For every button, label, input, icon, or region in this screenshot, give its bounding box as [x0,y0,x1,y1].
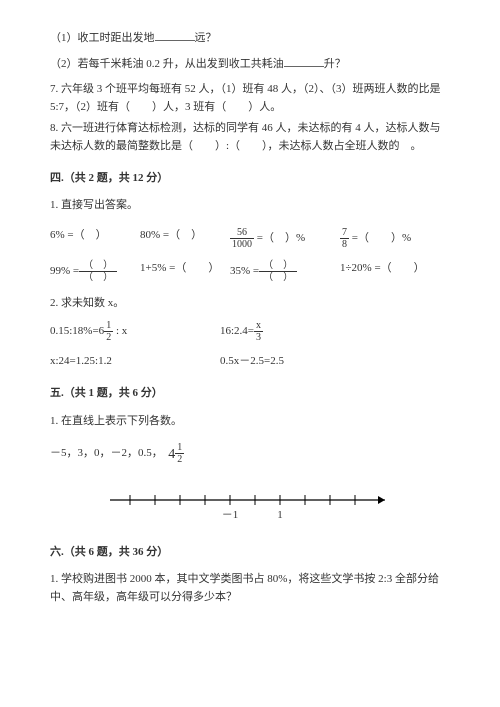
frac-num: x [254,320,263,332]
q7-text: 7. 六年级 3 个班平均每班有 52 人，（1）班有 48 人，（2）、（3）… [50,81,450,116]
tick-label-neg1: －1 [222,509,239,521]
s4-r1-a: 6% =（ ） [50,227,140,250]
frac-num: 7 [340,227,349,239]
fraction: 7 8 [340,227,349,250]
number-line-wrap: －1 1 [50,485,450,530]
frac-num: 1 [104,320,113,332]
s4-r1-d-post: =（ ）% [349,232,411,244]
s4-q2: 2. 求未知数 x。 [50,295,450,313]
s5-numbers: －5，3，0，－2，0.5， 4 1 2 [50,442,450,466]
section-4-header: 四.（共 2 题，共 12 分） [50,170,450,188]
s4-eq-a2: 16:2.4= x 3 [220,320,263,343]
frac-den: 3 [254,332,263,343]
eq-a1-pre: 0.15:18%=6 [50,325,104,337]
fraction: 1 2 [175,442,184,465]
s4-r2-c-pre: 35% = [230,265,259,277]
frac-den: （ ） [79,272,117,283]
eq-a2-pre: 16:2.4= [220,325,254,337]
blank [284,56,324,67]
fraction: 1 2 [104,320,113,343]
q6-part2: （2）若每千米耗油 0.2 升，从出发到收工共耗油 升？ [50,56,450,74]
q6-2-suffix: 升？ [324,58,346,70]
bracket-fraction: （ ） （ ） [259,260,297,283]
q8-text: 8. 六一班进行体育达标检测，达标的同学有 46 人，未达标的有 4 人，达标人… [50,120,450,155]
s4-eq-b1: x:24=1.25:1.2 [50,353,220,371]
q6-1-text: （1）收工时距出发地 [50,32,155,44]
s4-row2: 99% = （ ） （ ） 1+5% =（ ） 35% = （ ） （ ） 1÷… [50,260,450,283]
frac-num: （ ） [79,260,117,272]
s4-eq-row2: x:24=1.25:1.2 0.5x－2.5=2.5 [50,353,450,371]
s4-q1: 1. 直接写出答案。 [50,197,450,215]
fraction: 56 1000 [230,227,254,250]
s4-r1-b: 80% =（ ） [140,227,230,250]
frac-den: 8 [340,239,349,250]
frac-den: 2 [175,454,184,465]
blank [155,30,195,41]
section-6-header: 六.（共 6 题，共 36 分） [50,544,450,562]
s4-r2-a: 99% = （ ） （ ） [50,260,140,283]
s4-eq-a1: 0.15:18%=6 1 2 : x [50,320,220,343]
frac-num: 56 [230,227,254,239]
q6-1-suffix: 远？ [195,32,217,44]
section-5-header: 五.（共 1 题，共 6 分） [50,385,450,403]
fraction: x 3 [254,320,263,343]
frac-den: （ ） [259,272,297,283]
s4-r2-a-pre: 99% = [50,265,79,277]
number-line: －1 1 [100,485,400,530]
s6-q1: 1. 学校购进图书 2000 本，其中文学类图书占 80%，将这些文学书按 2:… [50,571,450,606]
frac-den: 2 [104,332,113,343]
bracket-fraction: （ ） （ ） [79,260,117,283]
s4-r1-c-post: =（ ）% [254,232,305,244]
s4-r1-d: 7 8 =（ ）% [340,227,411,250]
q6-part1: （1）收工时距出发地 远？ [50,30,450,48]
s4-r2-b: 1+5% =（ ） [140,260,230,283]
s4-r1-c: 56 1000 =（ ）% [230,227,340,250]
tick-label-1: 1 [277,509,283,521]
s4-eq-b2: 0.5x－2.5=2.5 [220,353,284,371]
s4-r2-c: 35% = （ ） （ ） [230,260,340,283]
frac-den: 1000 [230,239,254,250]
q6-2-text: （2）若每千米耗油 0.2 升，从出发到收工共耗油 [50,58,284,70]
frac-num: （ ） [259,260,297,272]
s5-q1: 1. 在直线上表示下列各数。 [50,413,450,431]
s4-row1: 6% =（ ） 80% =（ ） 56 1000 =（ ）% 7 8 =（ ）% [50,227,450,250]
s4-r2-d: 1÷20% =（ ） [340,260,425,283]
s5-nums-pre: －5，3，0，－2，0.5， [50,447,168,459]
frac-num: 1 [175,442,184,454]
eq-a1-post: : x [113,325,127,337]
mixed-whole: 4 [168,447,175,462]
s4-eq-row1: 0.15:18%=6 1 2 : x 16:2.4= x 3 [50,320,450,343]
